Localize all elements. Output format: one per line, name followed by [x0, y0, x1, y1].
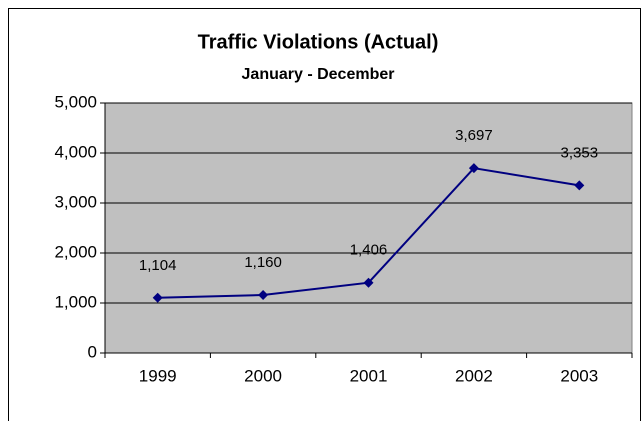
- y-tick-label: 2,000: [54, 242, 97, 261]
- y-tick-label: 4,000: [54, 142, 97, 161]
- y-tick-label: 3,000: [54, 192, 97, 211]
- x-tick-label: 2000: [244, 366, 282, 385]
- data-label: 1,104: [139, 257, 177, 274]
- data-point: [468, 163, 479, 174]
- data-label: 3,353: [561, 144, 599, 161]
- y-tick-label: 1,000: [54, 292, 97, 311]
- data-label: 3,697: [455, 127, 493, 144]
- y-tick-label: 0: [88, 342, 97, 361]
- y-tick-label: 5,000: [54, 92, 97, 111]
- data-point: [152, 292, 163, 303]
- data-point: [363, 277, 374, 288]
- chart-title: Traffic Violations (Actual): [198, 31, 439, 53]
- chart-subtitle: January - December: [242, 66, 395, 83]
- x-tick-label: 2001: [350, 366, 388, 385]
- data-label: 1,160: [244, 254, 282, 271]
- data-point: [574, 180, 585, 191]
- data-point: [258, 290, 269, 300]
- x-tick-label: 2002: [455, 366, 493, 385]
- plot-area: [104, 102, 633, 354]
- x-tick-label: 2003: [560, 366, 598, 385]
- x-tick-label: 1999: [139, 366, 177, 385]
- data-label: 1,406: [350, 242, 388, 259]
